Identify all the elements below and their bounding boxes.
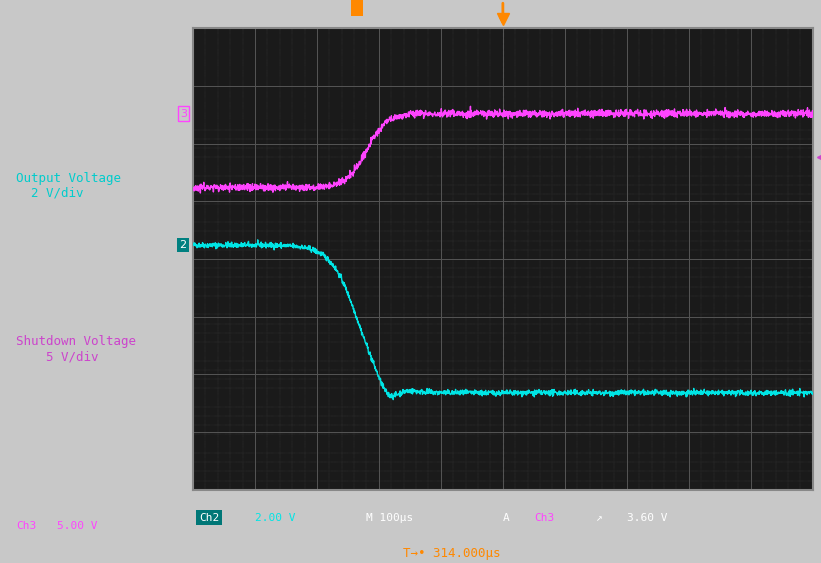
Text: A: A <box>502 513 510 522</box>
Text: 5.00 V: 5.00 V <box>57 521 98 531</box>
Text: Shutdown Voltage
    5 V/div: Shutdown Voltage 5 V/div <box>16 335 136 363</box>
Text: ↗: ↗ <box>596 513 603 522</box>
Text: 3.60 V: 3.60 V <box>627 513 667 522</box>
Text: Ch3: Ch3 <box>534 513 554 522</box>
Text: M 100µs: M 100µs <box>366 513 414 522</box>
Text: 3: 3 <box>180 109 186 119</box>
Text: 2.00 V: 2.00 V <box>255 513 296 522</box>
Text: T→• 314.000µs: T→• 314.000µs <box>403 547 500 560</box>
Text: 2: 2 <box>180 240 186 250</box>
Text: Output Voltage
  2 V/div: Output Voltage 2 V/div <box>16 172 122 200</box>
Text: Ch3: Ch3 <box>16 521 37 531</box>
Text: U: U <box>352 1 362 14</box>
Text: Ch2: Ch2 <box>200 513 219 522</box>
